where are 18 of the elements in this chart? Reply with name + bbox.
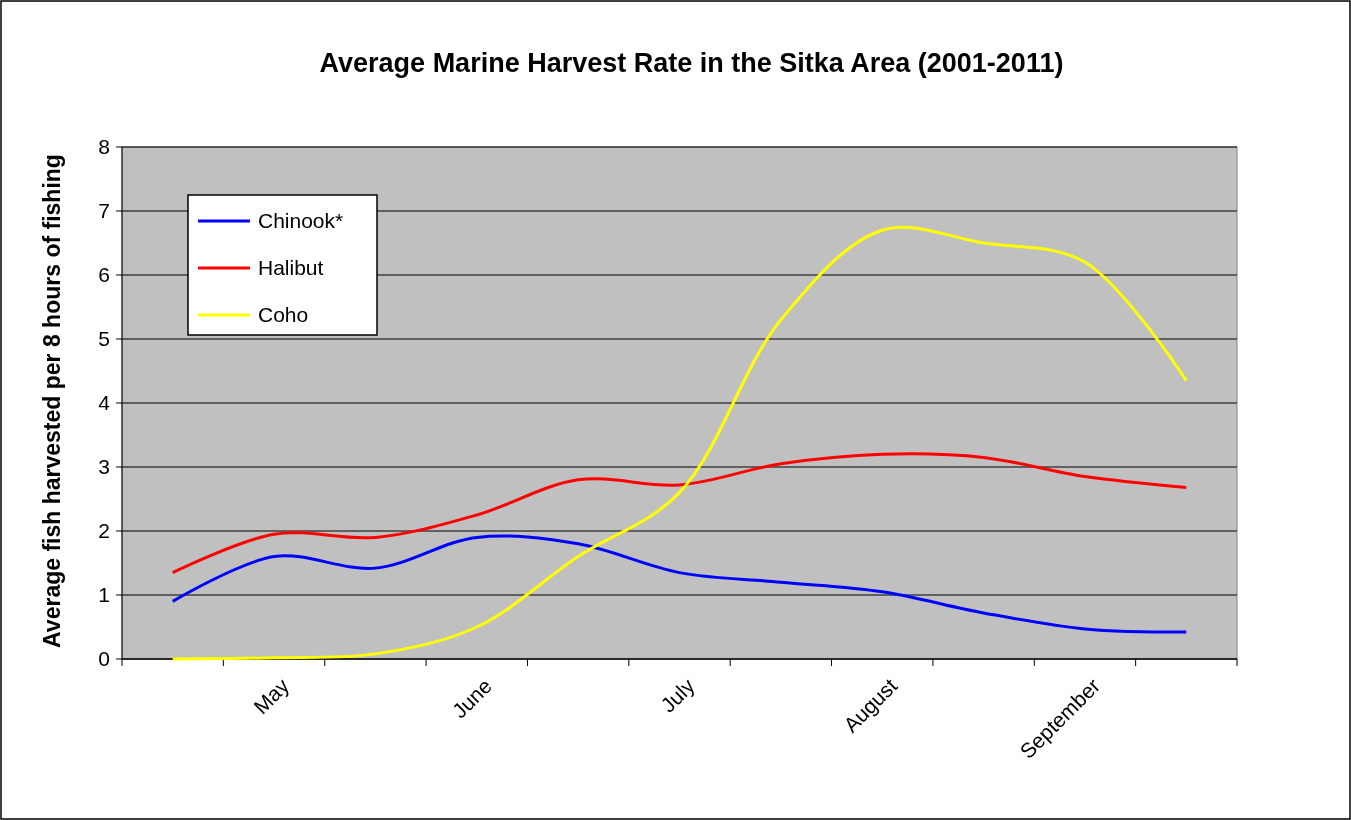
y-tick-label: 2: [98, 519, 110, 543]
y-tick-label: 0: [98, 647, 110, 671]
y-tick-label: 3: [98, 455, 110, 479]
chart-title: Average Marine Harvest Rate in the Sitka Area (2001-2011): [319, 48, 1064, 78]
y-axis-title: Average fish harvested per 8 hours of fishing: [39, 154, 65, 648]
line-series: [171, 452, 1188, 575]
legend-label: Halibut: [258, 256, 324, 280]
y-tick-label: 1: [98, 583, 110, 607]
legend-label: Coho: [258, 303, 309, 327]
y-tick-label: 6: [98, 263, 110, 287]
legend-label: Chinook*: [258, 209, 344, 233]
y-tick-label: 4: [98, 391, 111, 415]
x-tick-label: May: [248, 673, 294, 719]
x-tick-label: July: [656, 673, 700, 717]
line-series: [171, 534, 1188, 634]
y-tick-label: 8: [98, 135, 110, 159]
y-tick-label: 7: [98, 199, 110, 223]
y-tick-label: 5: [98, 327, 110, 351]
